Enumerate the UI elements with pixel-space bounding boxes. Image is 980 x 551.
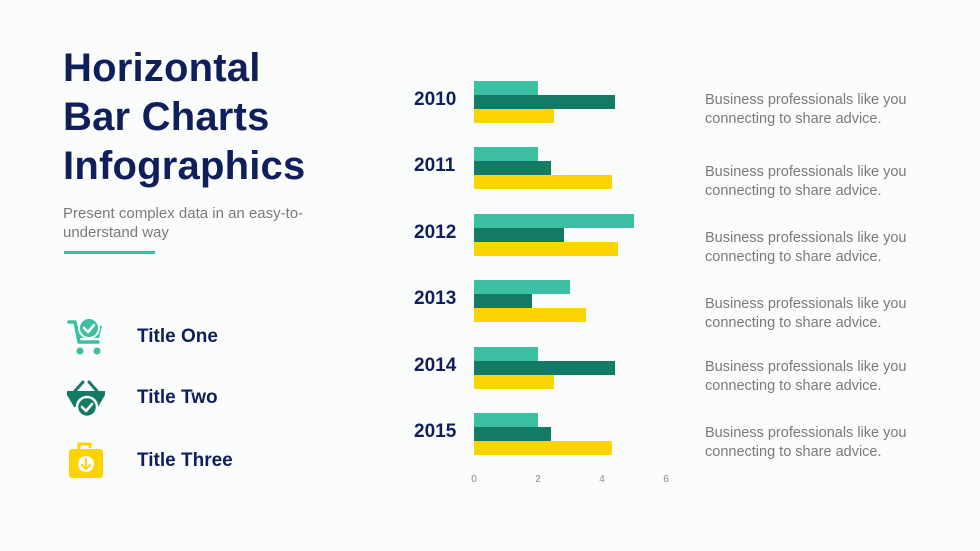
bar-title-one [474,346,538,361]
page-title: Horizontal Bar Charts Infographics [63,44,305,191]
bar-title-three [474,374,554,389]
x-tick-label: 4 [599,474,605,485]
legend-item-title-two: Title Two [64,376,218,420]
description-line-1: Business professionals like you [705,296,907,312]
title-line-3: Infographics [63,144,306,188]
bar-title-two [474,427,551,441]
legend-item-title-one: Title One [64,315,218,359]
x-tick-label: 2 [535,474,541,485]
subtitle: Present complex data in an easy-to-under… [63,205,304,241]
description-line-2: connecting to share advice. [705,249,882,265]
bar-title-three [474,441,612,455]
basket-check-icon [64,376,108,420]
legend-label: Title Three [137,450,233,471]
x-tick-label: 0 [471,474,477,485]
x-tick-label: 6 [663,474,669,485]
bar-title-three [474,308,586,323]
description-line-1: Business professionals like you [705,164,907,180]
legend-label: Title Two [137,387,218,408]
description-line-2: connecting to share advice. [705,315,882,331]
shopping-cart-check-icon [64,315,108,359]
bar-title-two [474,161,551,176]
description-line-2: connecting to share advice. [705,183,882,199]
year-label: 2010 [414,89,457,110]
description-text: Business professionals like you connectin… [705,91,945,129]
year-label: 2013 [414,288,457,310]
bar-title-two [474,294,532,309]
bar-title-three [474,241,618,256]
bar-title-one [474,147,538,162]
title-line-2: Bar Charts [63,95,270,139]
year-label: 2011 [414,155,456,177]
description-text: Business professionals like you connectin… [705,229,945,267]
legend-item-title-three: Title Three [64,439,233,483]
description-text: Business professionals like you connectin… [705,295,945,333]
bar-title-two [474,360,615,375]
year-label: 2015 [414,421,457,442]
description-line-1: Business professionals like you [705,230,907,246]
bar-title-one [474,280,570,295]
description-text: Business professionals like you connectin… [705,358,945,396]
description-line-2: connecting to share advice. [705,444,882,460]
bar-title-one [474,413,538,427]
bar-title-three [474,109,554,123]
description-text: Business professionals like you connectin… [705,424,945,462]
bar-title-one [474,213,634,228]
shopping-bag-download-icon [64,439,108,483]
year-label: 2012 [414,221,457,243]
description-text: Business professionals like you connectin… [705,163,945,201]
bar-title-two [474,227,564,242]
description-line-1: Business professionals like you [705,92,907,108]
year-label: 2014 [414,354,457,376]
title-line-1: Horizontal [63,46,261,90]
bar-title-one [474,81,538,95]
legend-label: Title One [137,326,218,347]
description-line-2: connecting to share advice. [705,111,882,127]
description-line-1: Business professionals like you [705,359,907,375]
bar-title-two [474,95,615,109]
accent-divider [64,251,155,254]
bar-title-three [474,175,612,190]
description-line-1: Business professionals like you [705,425,907,441]
description-line-2: connecting to share advice. [705,378,882,394]
